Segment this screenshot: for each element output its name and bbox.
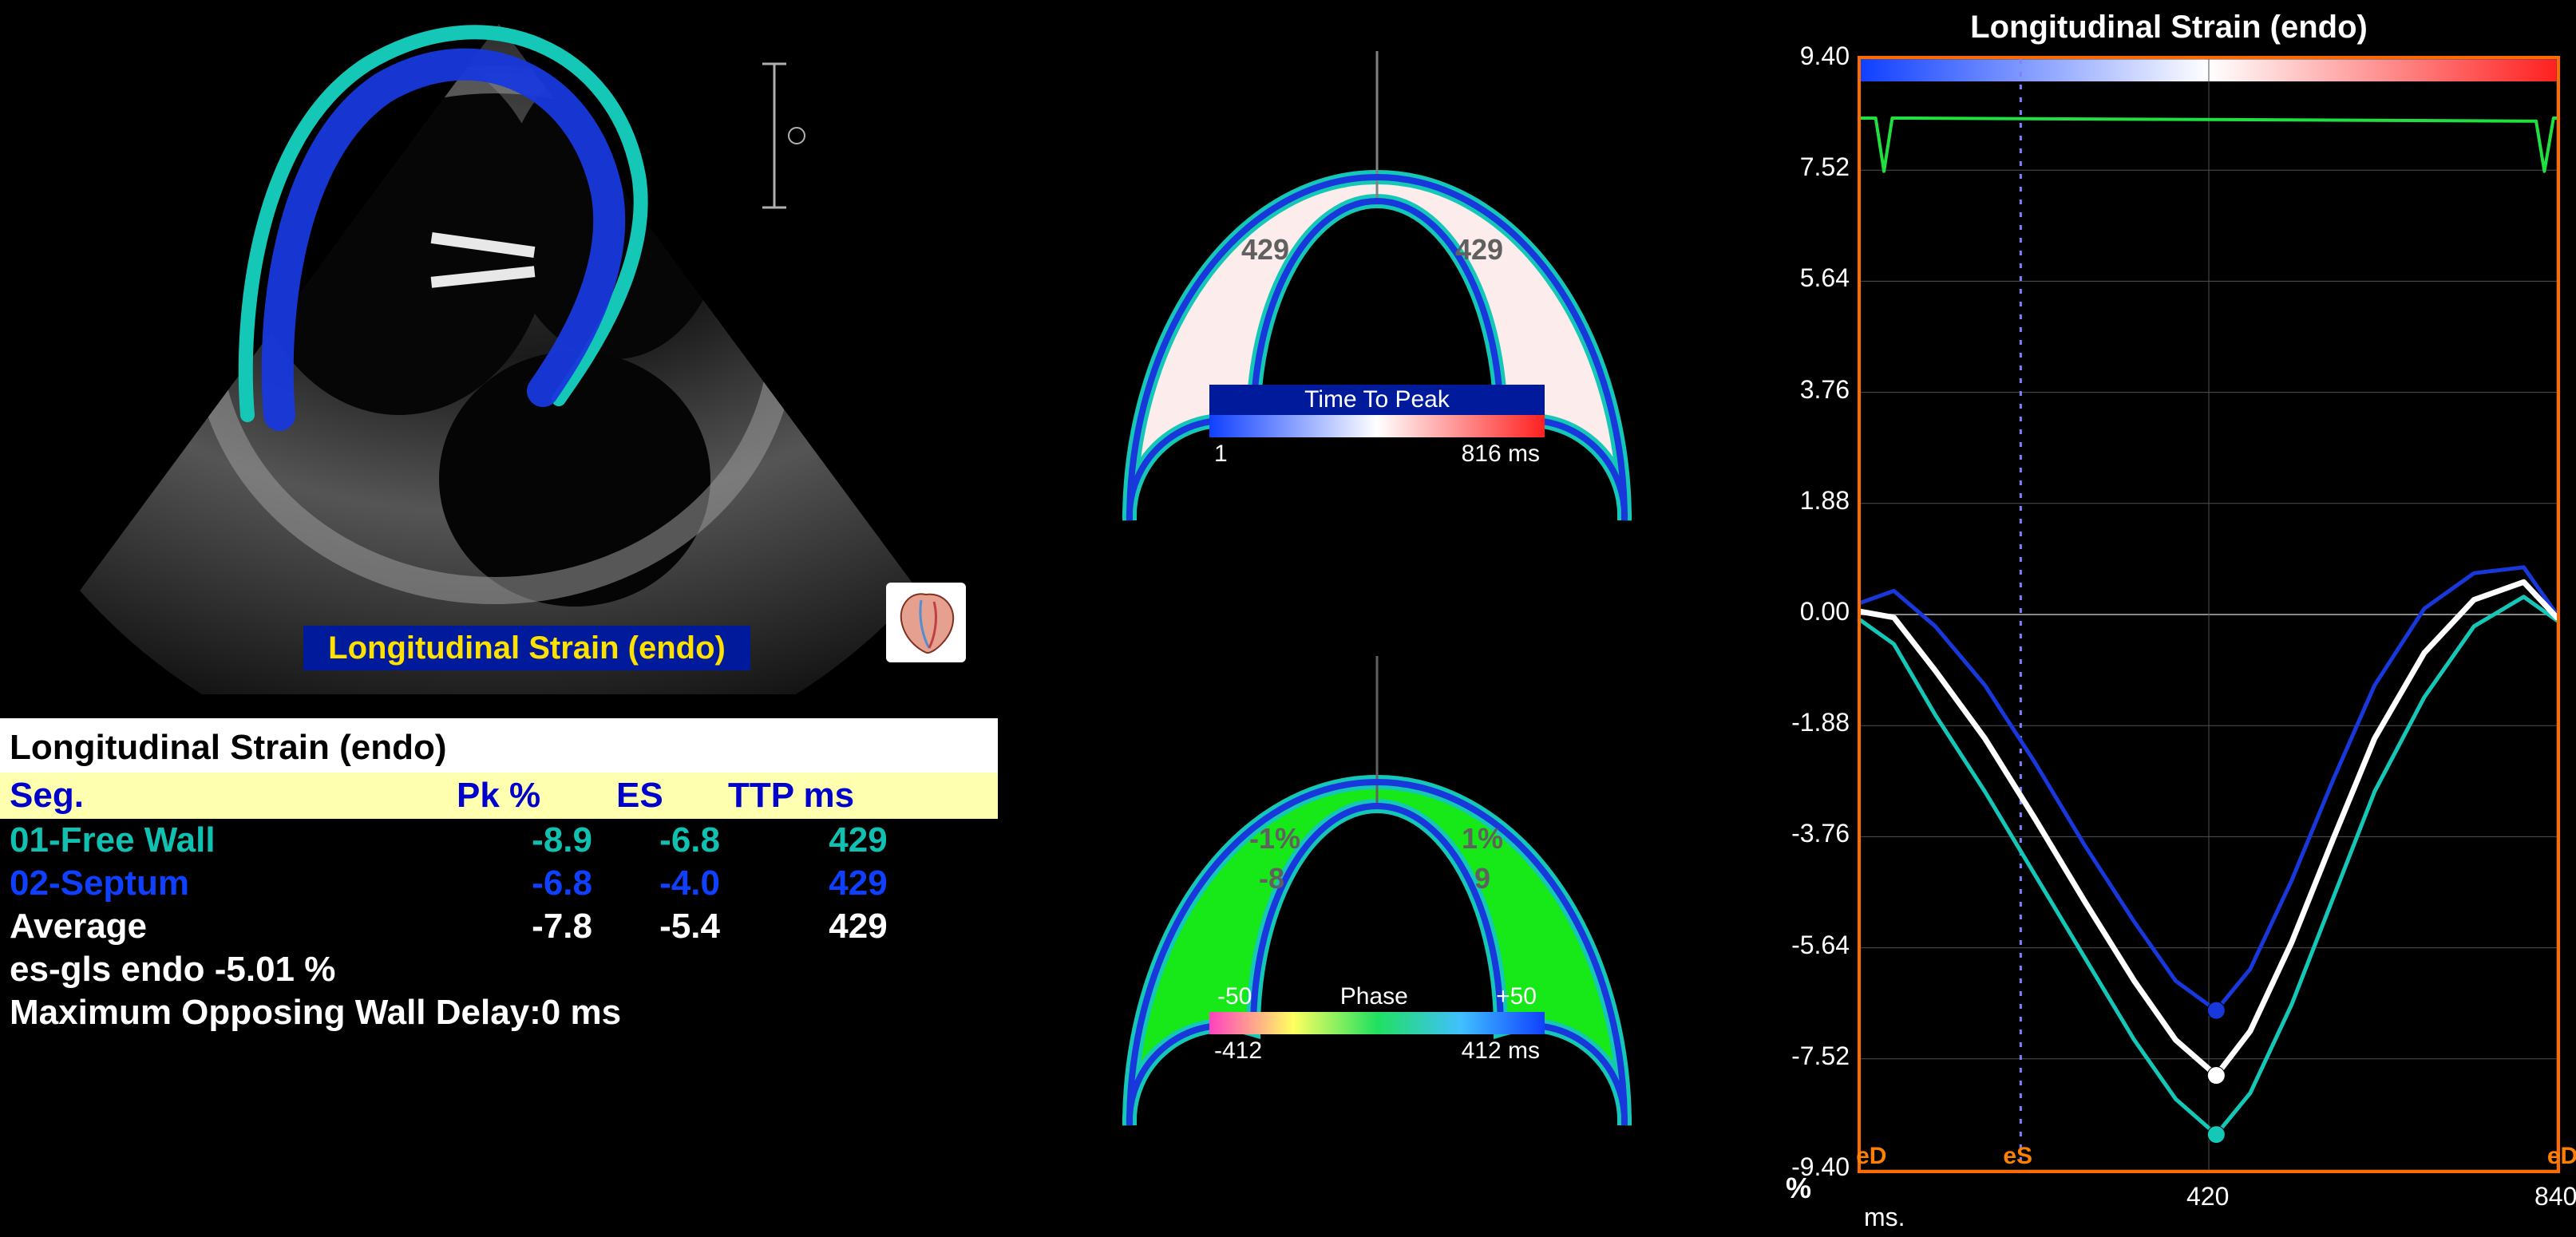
ttp-color-scale: Time To Peak 1 816 ms — [1209, 385, 1545, 468]
y-tick-label: 5.64 — [1770, 263, 1850, 293]
ultrasound-image — [0, 0, 998, 694]
phase-arch — [1130, 782, 1624, 1125]
heart-orientation-icon — [886, 583, 966, 662]
phase-color-scale: -50 Phase +50 -412 412 ms — [1209, 982, 1545, 1065]
graph-title: Longitudinal Strain (endo) — [1762, 0, 2576, 50]
phase-scale-bar — [1209, 1012, 1545, 1034]
ttp-scale-min: 1 — [1214, 441, 1228, 468]
phase-scale-min: -412 — [1214, 1037, 1262, 1065]
table-row: 02-Septum-6.8-4.0429 — [0, 862, 998, 905]
phase-scale-right: +50 — [1496, 983, 1537, 1010]
phase-right-pct: 1% — [1462, 822, 1503, 856]
cell-ttp: 429 — [728, 864, 988, 903]
phase-scale-max: 412 ms — [1462, 1037, 1540, 1065]
table-title: Longitudinal Strain (endo) — [0, 723, 998, 773]
polar-maps-panel: 429 429 Time To Peak 1 816 ms -1% 1% -8 … — [1006, 0, 1748, 1237]
cell-pk: -8.9 — [457, 820, 616, 860]
ed-marker-label: eD — [1856, 1143, 1886, 1170]
cell-ttp: 429 — [728, 907, 988, 947]
y-tick-label: 9.40 — [1770, 41, 1850, 71]
cell-pk: -6.8 — [457, 864, 616, 903]
strain-graph-panel: Longitudinal Strain (endo) % ms. 9.407.5… — [1762, 0, 2576, 1237]
ed-marker-label: eD — [2547, 1143, 2576, 1170]
graph-plot-area — [1858, 56, 2560, 1173]
table-body: 01-Free Wall-8.9-6.842902-Septum-6.8-4.0… — [0, 819, 998, 948]
x-axis-unit: ms. — [1864, 1203, 1905, 1232]
y-tick-label: -7.52 — [1770, 1041, 1850, 1071]
phase-left-val: -8 — [1259, 862, 1284, 895]
y-tick-label: -5.64 — [1770, 931, 1850, 960]
col-seg: Seg. — [10, 776, 457, 816]
y-tick-label: -9.40 — [1770, 1152, 1850, 1182]
strain-table: Longitudinal Strain (endo) Seg. Pk % ES … — [0, 718, 998, 1237]
y-tick-label: 7.52 — [1770, 152, 1850, 182]
cell-seg: Average — [10, 907, 457, 947]
ttp-scale-max: 816 ms — [1462, 441, 1540, 468]
table-header-row: Seg. Pk % ES TTP ms — [0, 773, 998, 819]
cell-es: -5.4 — [616, 907, 728, 947]
table-row: 01-Free Wall-8.9-6.8429 — [0, 819, 998, 862]
phase-scale-mid: Phase — [1340, 983, 1408, 1010]
cell-seg: 01-Free Wall — [10, 820, 457, 860]
ultrasound-caption: Longitudinal Strain (endo) — [303, 626, 750, 670]
ttp-polar-map: 429 429 Time To Peak 1 816 ms — [1026, 10, 1728, 600]
y-tick-label: 3.76 — [1770, 375, 1850, 405]
y-tick-label: -3.76 — [1770, 819, 1850, 848]
ultrasound-caption-text: Longitudinal Strain (endo) — [328, 630, 726, 666]
x-tick-label: 840 — [2534, 1182, 2576, 1211]
phase-right-val: 9 — [1474, 862, 1490, 895]
ttp-left-value: 429 — [1241, 233, 1289, 267]
ttp-right-value: 429 — [1455, 233, 1503, 267]
ttp-arch — [1130, 177, 1624, 520]
x-tick-label: 420 — [2186, 1182, 2229, 1211]
col-pk: Pk % — [457, 776, 616, 816]
phase-scale-left: -50 — [1217, 983, 1252, 1010]
cell-es: -6.8 — [616, 820, 728, 860]
es-marker-label: eS — [2003, 1143, 2032, 1170]
y-tick-label: 0.00 — [1770, 597, 1850, 626]
max-wall-delay: Maximum Opposing Wall Delay:0 ms — [0, 991, 998, 1034]
col-ttp: TTP ms — [728, 776, 988, 816]
cell-pk: -7.8 — [457, 907, 616, 947]
phase-left-pct: -1% — [1249, 822, 1300, 856]
cell-ttp: 429 — [728, 820, 988, 860]
es-gls-value: es-gls endo -5.01 % — [0, 948, 998, 991]
ttp-scale-bar — [1209, 415, 1545, 437]
col-es: ES — [616, 776, 728, 816]
phase-polar-map: -1% 1% -8 9 -50 Phase +50 -412 412 ms — [1026, 615, 1728, 1205]
y-tick-label: 1.88 — [1770, 486, 1850, 516]
y-tick-label: -1.88 — [1770, 708, 1850, 737]
graph-svg — [1861, 59, 2557, 1170]
cell-es: -4.0 — [616, 864, 728, 903]
ultrasound-view: 2D Low Gen 8.90 3 6 3.2 — [0, 0, 998, 694]
ttp-scale-title: Time To Peak — [1209, 385, 1545, 415]
table-row: Average-7.8-5.4429 — [0, 905, 998, 948]
cell-seg: 02-Septum — [10, 864, 457, 903]
